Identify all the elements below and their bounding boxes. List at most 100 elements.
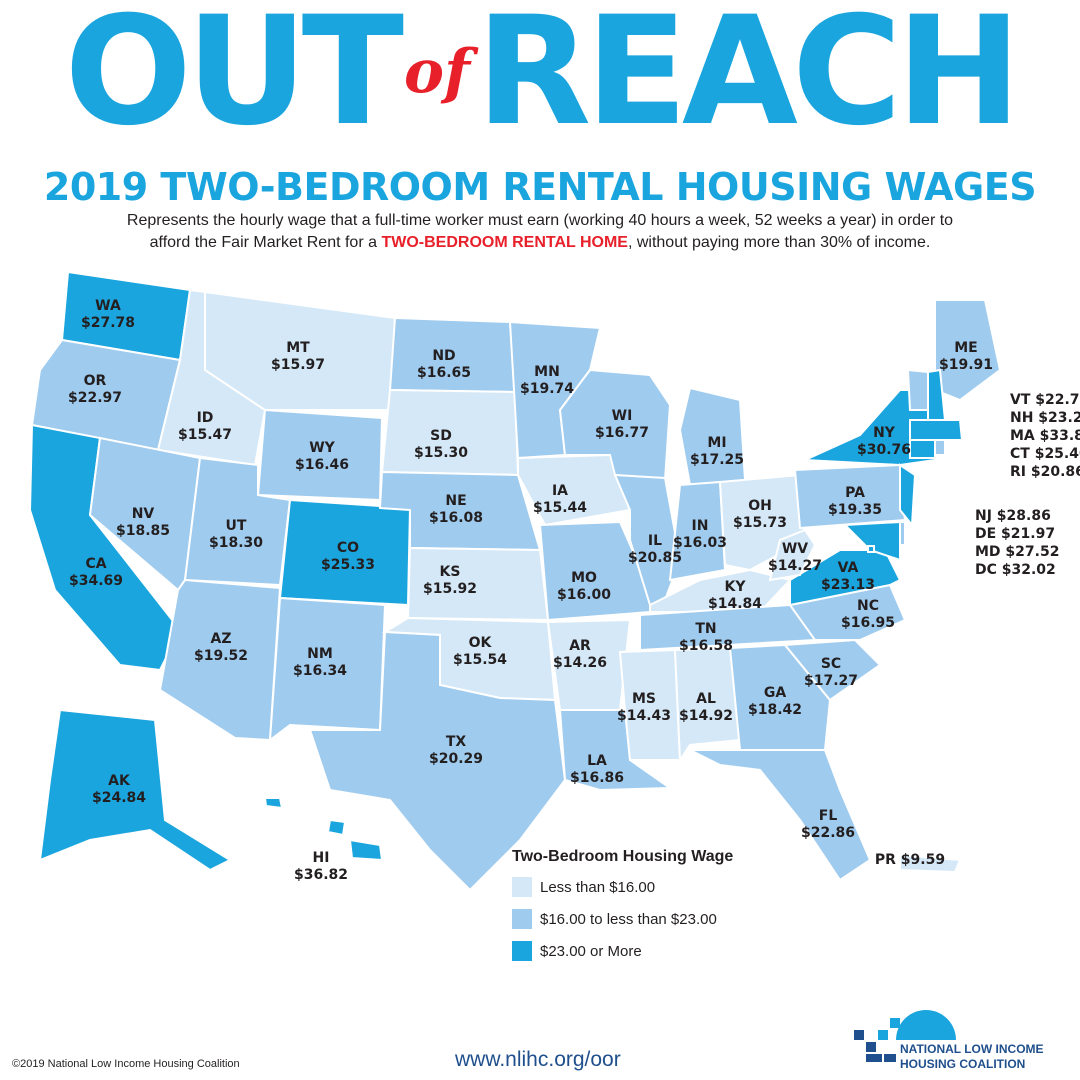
state-label-wa: WA $27.78 [81,298,135,331]
state-wage-ia: $15.44 [533,500,587,516]
state-label-wv: WV $14.27 [768,541,822,574]
headline-of: of [404,37,470,107]
nlihc-line2: HOUSING COALITION [900,1057,1026,1071]
small-state-label-nh: NH $23.23 [1010,410,1080,426]
state-wage-il: $20.85 [628,550,682,566]
main-headline: OUT ofREACH [0,0,1080,152]
page-subtitle: 2019 TWO-BEDROOM RENTAL HOUSING WAGES [43,165,1037,209]
state-abbr-ia: IA [552,483,568,499]
state-label-il: IL $20.85 [628,533,682,566]
state-label-la: LA $16.86 [570,753,624,786]
state-label-mi: MI $17.25 [690,435,744,468]
state-abbr-ga: GA [764,685,786,701]
state-mt [204,290,397,411]
state-labels: WA $27.78 OR $22.97 CA $34.69 ID $15.47 NV $18.85… [68,298,993,883]
state-md [842,520,901,562]
small-state-label-dc: DC $32.02 [975,562,1056,578]
state-wage-la: $16.86 [570,770,624,786]
nlihc-line1: NATIONAL LOW INCOME [900,1042,1044,1056]
state-abbr-ks: KS [440,564,461,580]
small-state-label-ct: CT $25.40 [1010,446,1080,462]
state-label-co: CO $25.33 [321,540,375,573]
state-label-sc: SC $17.27 [804,656,858,689]
legend-label-low: Less than $16.00 [540,878,656,896]
legend-swatch-low [512,877,532,897]
state-wage-sc: $17.27 [804,673,858,689]
state-label-oh: OH $15.73 [733,498,787,531]
state-wage-me: $19.91 [939,357,993,373]
state-wage-id: $15.47 [178,427,232,443]
state-sc [783,638,882,702]
copyright-text: ©2019 National Low Income Housing Coalit… [12,1058,240,1070]
state-abbr-hi: HI [313,850,330,866]
state-wage-nm: $16.34 [293,663,347,679]
nlihc-logo [854,1010,956,1062]
state-label-ga: GA $18.42 [748,685,802,718]
state-abbr-fl: FL [819,808,838,824]
state-wage-wi: $16.77 [595,425,649,441]
state-wage-hi: $36.82 [294,867,348,883]
state-abbr-ak: AK [108,773,131,789]
state-label-ky: KY $14.84 [708,579,762,612]
headline-reach: REACH [475,0,1022,159]
legend-item-high: $23.00 or More [512,941,642,961]
legend-item-mid: $16.00 to less than $23.00 [512,909,717,929]
legend-swatch-high [512,941,532,961]
state-abbr-al: AL [696,691,716,707]
description-line2b: , without paying more than 30% of income… [627,234,931,251]
state-abbr-va: VA [838,560,859,576]
state-wage-oh: $15.73 [733,515,787,531]
state-label-nm: NM $16.34 [293,646,347,679]
state-label-va: VA $23.13 [821,560,875,593]
state-wage-mo: $16.00 [557,587,611,603]
state-abbr-tn: TN [695,621,716,637]
description-line1: Represents the hourly wage that a full-t… [126,212,954,229]
state-abbr-pr: PR $9.59 [875,852,945,868]
state-wage-ok: $15.54 [453,652,507,668]
state-label-or: OR $22.97 [68,373,122,406]
state-abbr-tx: TX [446,734,467,750]
state-wage-nv: $18.85 [116,523,170,539]
state-in [668,480,727,582]
website-link[interactable]: www.nlihc.org/oor [455,1048,621,1071]
nlihc-name: NATIONAL LOW INCOME HOUSING COALITION [900,1042,1044,1072]
state-dc [867,545,875,553]
small-state-label-nj: NJ $28.86 [975,508,1051,524]
state-abbr-wy: WY [309,440,335,456]
state-label-mt: MT $15.97 [271,340,325,373]
state-label-ia: IA $15.44 [533,483,587,516]
state-abbr-id: ID [197,410,214,426]
legend-label-high: $23.00 or More [540,942,642,960]
state-wage-ms: $14.43 [617,708,671,724]
state-hi [263,797,384,862]
description: Represents the hourly wage that a full-t… [40,210,1040,254]
state-label-nv: NV $18.85 [116,506,170,539]
state-abbr-ky: KY [725,579,747,595]
state-abbr-me: ME [954,340,978,356]
small-state-label-md: MD $27.52 [975,544,1059,560]
state-wage-wa: $27.78 [81,315,135,331]
state-wage-ar: $14.26 [553,655,607,671]
state-wage-wy: $16.46 [295,457,349,473]
state-abbr-ca: CA [85,556,106,572]
state-label-nc: NC $16.95 [841,598,895,631]
state-abbr-oh: OH [748,498,772,514]
description-line2a: afford the Fair Market Rent for a [149,234,382,251]
state-wage-ut: $18.30 [209,535,263,551]
state-va [789,549,902,607]
state-label-pa: PA $19.35 [828,485,882,518]
state-label-tx: TX $20.29 [429,734,483,767]
state-wage-tn: $16.58 [679,638,733,654]
state-abbr-sc: SC [821,656,841,672]
state-abbr-la: LA [587,753,607,769]
state-wage-or: $22.97 [68,390,122,406]
legend-title: Two-Bedroom Housing Wage [512,848,734,865]
state-label-ny: NY $30.76 [857,425,911,458]
state-wage-wv: $14.27 [768,558,822,574]
state-wage-fl: $22.86 [801,825,855,841]
state-abbr-wa: WA [95,298,121,314]
state-label-ne: NE $16.08 [429,493,483,526]
state-wage-ak: $24.84 [92,790,146,806]
state-label-hi: HI $36.82 [294,850,348,883]
state-label-tn: TN $16.58 [679,621,733,654]
